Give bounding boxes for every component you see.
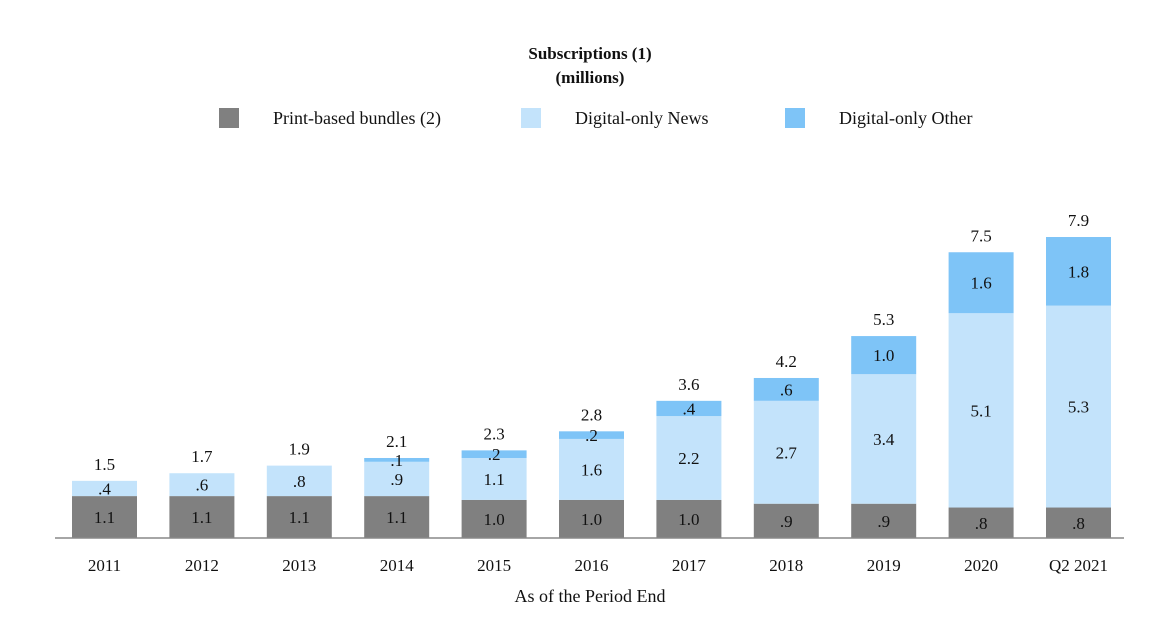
data-label-print-based-bundles-2-2018: .9 <box>780 512 793 531</box>
bar-segment-digital-only-news-2016 <box>559 438 624 500</box>
data-label-digital-only-news-2012: .6 <box>196 476 209 495</box>
bar-segment-digital-only-news-q2-2021 <box>1046 305 1111 508</box>
x-tick-label-2012: 2012 <box>185 556 219 575</box>
x-tick-label-2014: 2014 <box>380 556 415 575</box>
data-label-digital-only-other-2020: 1.6 <box>970 274 991 293</box>
bar-segment-digital-only-news-2018 <box>753 400 819 504</box>
bar-segment-digital-only-news-2017 <box>656 416 722 500</box>
x-tick-label-2019: 2019 <box>867 556 901 575</box>
data-label-digital-only-news-2011: .4 <box>98 479 111 498</box>
bar-segment-digital-only-other-2017 <box>656 400 722 417</box>
bar-segment-digital-only-news-2020 <box>948 313 1014 508</box>
total-label-2017: 3.6 <box>678 375 699 394</box>
legend-label-digital-other: Digital-only Other <box>839 108 973 128</box>
bar-segment-digital-only-other-2015 <box>461 450 527 458</box>
chart-title: Subscriptions (1) <box>528 44 652 63</box>
bar-segment-digital-only-news-2013 <box>266 465 332 497</box>
data-label-print-based-bundles-2-2015: 1.0 <box>483 510 504 529</box>
x-axis-title: As of the Period End <box>514 586 666 606</box>
bar-segment-digital-only-news-2015 <box>461 457 527 500</box>
bar-segment-print-based-bundles-2-2017 <box>656 499 722 538</box>
data-label-digital-only-news-2017: 2.2 <box>678 449 699 468</box>
total-label-2016: 2.8 <box>581 405 602 424</box>
bar-segment-digital-only-news-2014 <box>364 461 430 497</box>
data-label-print-based-bundles-2-2014: 1.1 <box>386 508 407 527</box>
data-label-digital-only-other-2019: 1.0 <box>873 346 894 365</box>
chart-subtitle: (millions) <box>555 68 625 87</box>
data-label-print-based-bundles-2-2019: .9 <box>877 512 890 531</box>
data-label-print-based-bundles-2-q2-2021: .8 <box>1072 514 1085 533</box>
data-label-digital-only-news-2019: 3.4 <box>873 430 895 449</box>
legend-label-print: Print-based bundles (2) <box>273 108 441 128</box>
total-label-2020: 7.5 <box>970 226 991 245</box>
data-label-digital-only-other-2018: .6 <box>780 380 793 399</box>
bar-segment-digital-only-other-2018 <box>753 377 819 401</box>
legend-swatch-digital-other <box>785 108 805 128</box>
total-label-2013: 1.9 <box>289 440 310 459</box>
data-label-digital-only-news-2016: 1.6 <box>581 460 602 479</box>
data-label-print-based-bundles-2-2011: 1.1 <box>94 508 115 527</box>
total-label-2015: 2.3 <box>483 424 504 443</box>
bar-segment-digital-only-news-2019 <box>851 374 917 504</box>
bar-segment-print-based-bundles-2-2014 <box>364 496 430 538</box>
bar-segment-print-based-bundles-2-2019 <box>851 503 917 538</box>
x-tick-label-2013: 2013 <box>282 556 316 575</box>
data-label-digital-only-other-2017: .4 <box>683 399 696 418</box>
data-label-print-based-bundles-2-2016: 1.0 <box>581 510 602 529</box>
total-label-q2-2021: 7.9 <box>1068 211 1089 230</box>
data-label-digital-only-news-2015: 1.1 <box>483 470 504 489</box>
bar-segment-print-based-bundles-2-2011 <box>72 496 137 538</box>
x-tick-label-2018: 2018 <box>769 556 803 575</box>
total-label-2019: 5.3 <box>873 310 894 329</box>
bar-segment-digital-only-news-2011 <box>72 480 137 497</box>
bar-segment-digital-only-other-q2-2021 <box>1046 237 1111 306</box>
data-label-digital-only-news-2013: .8 <box>293 472 306 491</box>
total-label-2018: 4.2 <box>776 352 797 371</box>
bar-segment-print-based-bundles-2-2013 <box>266 496 332 538</box>
bar-segment-print-based-bundles-2-2020 <box>948 507 1014 538</box>
total-label-2014: 2.1 <box>386 432 407 451</box>
data-label-print-based-bundles-2-2012: 1.1 <box>191 508 212 527</box>
bar-segment-digital-only-other-2019 <box>851 336 917 375</box>
bar-segment-digital-only-other-2014 <box>364 457 430 462</box>
x-tick-label-2017: 2017 <box>672 556 707 575</box>
data-label-print-based-bundles-2-2013: 1.1 <box>289 508 310 527</box>
data-label-digital-only-other-q2-2021: 1.8 <box>1068 262 1089 281</box>
x-tick-label-2020: 2020 <box>964 556 998 575</box>
data-label-digital-only-news-2014: .9 <box>390 470 403 489</box>
data-label-digital-only-news-2020: 5.1 <box>970 401 991 420</box>
total-label-2011: 1.5 <box>94 455 115 474</box>
x-tick-label-q2-2021: Q2 2021 <box>1049 556 1108 575</box>
legend-swatch-print <box>219 108 239 128</box>
data-label-digital-only-other-2015: .2 <box>488 445 501 464</box>
data-label-digital-only-news-2018: 2.7 <box>776 443 798 462</box>
x-tick-label-2011: 2011 <box>88 556 121 575</box>
bar-segment-digital-only-news-2012 <box>169 473 235 497</box>
bar-segment-print-based-bundles-2-2016 <box>559 499 624 538</box>
bar-segment-print-based-bundles-2-2018 <box>753 503 819 538</box>
bar-segment-print-based-bundles-2-2012 <box>169 496 235 538</box>
legend-swatch-digital-news <box>521 108 541 128</box>
data-label-print-based-bundles-2-2017: 1.0 <box>678 510 699 529</box>
bar-segment-digital-only-other-2016 <box>559 431 624 439</box>
legend-label-digital-news: Digital-only News <box>575 108 709 128</box>
bar-segment-print-based-bundles-2-2015 <box>461 499 527 538</box>
data-label-digital-only-other-2014: .1 <box>390 451 403 470</box>
total-label-2012: 1.7 <box>191 447 213 466</box>
data-label-digital-only-other-2016: .2 <box>585 426 598 445</box>
bar-segment-print-based-bundles-2-q2-2021 <box>1046 507 1111 538</box>
data-label-digital-only-news-q2-2021: 5.3 <box>1068 398 1089 417</box>
x-tick-label-2016: 2016 <box>575 556 609 575</box>
data-label-print-based-bundles-2-2020: .8 <box>975 514 988 533</box>
x-tick-label-2015: 2015 <box>477 556 511 575</box>
bar-segment-digital-only-other-2020 <box>948 252 1014 314</box>
